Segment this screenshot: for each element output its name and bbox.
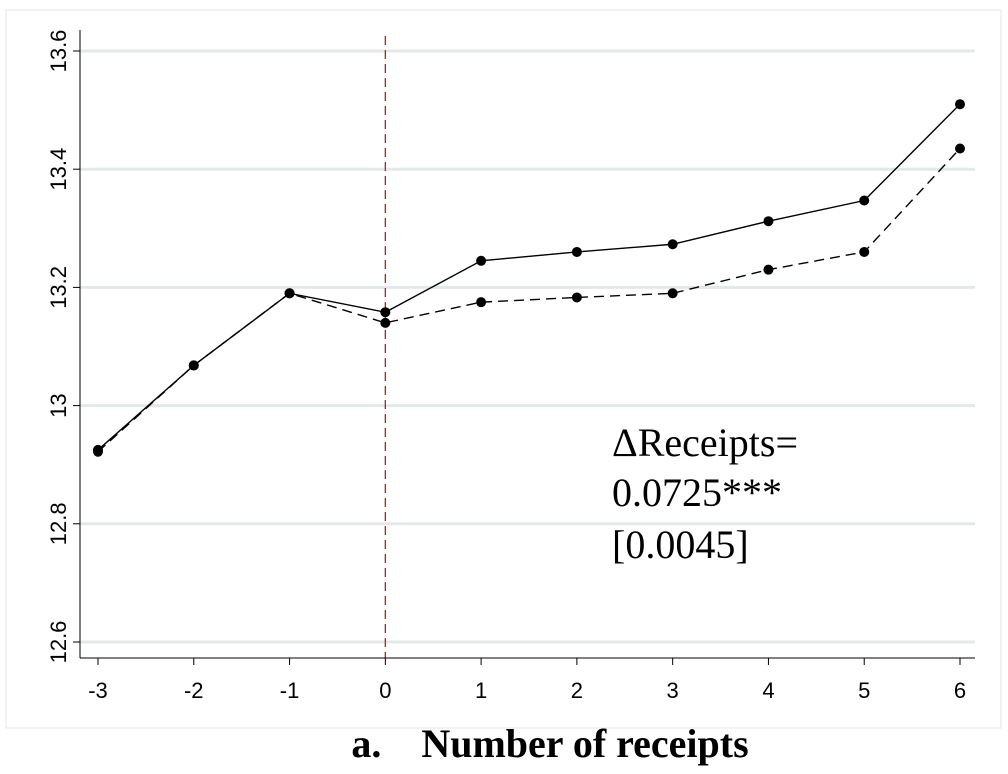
y-tick-label: 12.6 (46, 621, 71, 664)
x-tick-label: 1 (475, 678, 487, 703)
chart-caption: a. Number of receipts (351, 721, 748, 766)
data-point-solid (763, 216, 774, 227)
x-tick-label: 6 (954, 678, 966, 703)
y-tick-label: 13.4 (46, 148, 71, 191)
data-point-dashed (667, 288, 678, 299)
x-tick-label: -1 (280, 678, 300, 703)
data-point-dashed (380, 317, 391, 328)
x-tick-label: -3 (88, 678, 108, 703)
y-tick-label: 13 (46, 393, 71, 417)
data-point-dashed (188, 360, 199, 371)
series-line-solid (97, 103, 961, 451)
data-point-solid (380, 307, 391, 318)
x-tick-label: -2 (184, 678, 204, 703)
data-point-dashed (93, 446, 103, 457)
y-tick-label: 13.6 (46, 30, 71, 73)
x-tick-label: 5 (858, 678, 870, 703)
axes: 12.6 12.8 13 13.2 13.4 13.6 -3 -2 -1 0 1 2 3 4 5 6 (46, 30, 975, 703)
annotation: ΔReceipts= 0.0725*** [0.0045] (612, 420, 798, 567)
data-point-solid (955, 99, 965, 110)
y-tick-label: 13.2 (46, 266, 71, 309)
x-tick-label: 0 (379, 678, 391, 703)
series-group (93, 99, 965, 457)
series-line-dashed (97, 148, 961, 453)
data-point-solid (476, 255, 487, 266)
data-point-dashed (859, 246, 870, 257)
grid-lines (80, 49, 975, 644)
data-point-dashed (955, 143, 965, 154)
annotation-line-1: ΔReceipts= (612, 420, 798, 465)
x-tick-label: 2 (571, 678, 583, 703)
y-tick-label: 12.8 (46, 502, 71, 545)
x-tick-label: 4 (762, 678, 774, 703)
data-point-dashed (476, 297, 487, 308)
annotation-line-3: [0.0045] (612, 522, 749, 567)
x-tick-label: 3 (667, 678, 679, 703)
data-point-dashed (763, 264, 774, 275)
plot-border (5, 9, 1002, 729)
data-point-solid (571, 246, 582, 257)
data-point-solid (667, 239, 678, 250)
data-point-dashed (571, 292, 582, 303)
data-point-dashed (284, 288, 295, 299)
data-point-solid (859, 195, 870, 206)
annotation-line-2: 0.0725*** (612, 470, 782, 515)
